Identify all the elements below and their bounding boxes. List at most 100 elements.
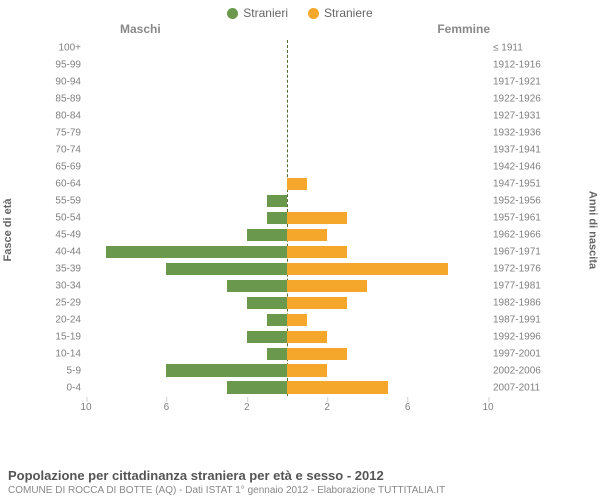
pyramid-row: 80-841927-1931 <box>86 108 488 125</box>
y-axis-right-label: Anni di nascita <box>586 191 598 269</box>
pyramid-row: 5-92002-2006 <box>86 362 488 379</box>
birth-label: 1912-1916 <box>488 60 541 71</box>
birth-label: 2002-2006 <box>488 365 541 376</box>
bar-male <box>247 229 287 241</box>
bar-male <box>106 246 287 258</box>
x-tick: 10 <box>482 402 493 413</box>
legend-female: Straniere <box>308 6 373 20</box>
pyramid-row: 70-741937-1941 <box>86 142 488 159</box>
age-label: 60-64 <box>55 179 86 190</box>
birth-label: 2007-2011 <box>488 382 540 393</box>
pyramid-row: 30-341977-1981 <box>86 277 488 294</box>
age-label: 25-29 <box>55 297 86 308</box>
subtitle-right: Femmine <box>437 22 490 36</box>
birth-label: 1992-1996 <box>488 331 541 342</box>
legend-male-label: Stranieri <box>243 6 288 20</box>
pyramid-row: 60-641947-1951 <box>86 176 488 193</box>
x-tick: 2 <box>244 402 250 413</box>
birth-label: ≤ 1911 <box>488 43 523 54</box>
pyramid-row: 65-691942-1946 <box>86 159 488 176</box>
birth-label: 1997-2001 <box>488 348 541 359</box>
bar-female <box>287 331 327 343</box>
birth-label: 1967-1971 <box>488 246 541 257</box>
age-label: 95-99 <box>55 60 86 71</box>
age-label: 0-4 <box>67 382 86 393</box>
birth-label: 1917-1921 <box>488 77 541 88</box>
pyramid-row: 75-791932-1936 <box>86 125 488 142</box>
age-label: 20-24 <box>55 314 86 325</box>
y-axis-left-label: Fasce di età <box>2 199 14 262</box>
bar-male <box>267 348 287 360</box>
age-label: 80-84 <box>55 111 86 122</box>
age-label: 15-19 <box>55 331 86 342</box>
pyramid-row: 10-141997-2001 <box>86 345 488 362</box>
birth-label: 1937-1941 <box>488 145 541 156</box>
birth-label: 1972-1976 <box>488 263 541 274</box>
x-tick: 10 <box>80 402 91 413</box>
chart-area: Fasce di età Anni di nascita 100+≤ 19119… <box>50 40 540 420</box>
bar-male <box>247 331 287 343</box>
age-label: 65-69 <box>55 162 86 173</box>
pyramid-row: 25-291982-1986 <box>86 294 488 311</box>
bar-male <box>247 297 287 309</box>
pyramid-row: 35-391972-1976 <box>86 260 488 277</box>
bar-female <box>287 280 367 292</box>
age-label: 100+ <box>58 43 86 54</box>
age-label: 5-9 <box>67 365 86 376</box>
pyramid-row: 95-991912-1916 <box>86 57 488 74</box>
age-label: 85-89 <box>55 94 86 105</box>
pyramid-row: 20-241987-1991 <box>86 311 488 328</box>
subtitle-left: Maschi <box>120 22 161 36</box>
legend-male: Stranieri <box>227 6 288 20</box>
x-tick: 6 <box>405 402 411 413</box>
footer-title: Popolazione per cittadinanza straniera p… <box>8 468 592 483</box>
age-label: 40-44 <box>55 246 86 257</box>
bar-female <box>287 263 448 275</box>
age-label: 10-14 <box>55 348 86 359</box>
bar-male <box>227 280 287 292</box>
birth-label: 1987-1991 <box>488 314 541 325</box>
legend: Stranieri Straniere <box>0 0 600 20</box>
bar-female <box>287 364 327 376</box>
birth-label: 1962-1966 <box>488 229 541 240</box>
age-label: 30-34 <box>55 280 86 291</box>
birth-label: 1982-1986 <box>488 297 541 308</box>
x-axis-ticks: 10622610 <box>86 400 488 420</box>
bar-female <box>287 178 307 190</box>
pyramid-row: 100+≤ 1911 <box>86 40 488 57</box>
bar-female <box>287 314 307 326</box>
birth-label: 1947-1951 <box>488 179 541 190</box>
legend-female-swatch <box>308 8 319 19</box>
pyramid-row: 90-941917-1921 <box>86 74 488 91</box>
age-label: 55-59 <box>55 196 86 207</box>
age-label: 90-94 <box>55 77 86 88</box>
bar-female <box>287 212 347 224</box>
footer-subtitle: COMUNE DI ROCCA DI BOTTE (AQ) - Dati IST… <box>8 485 592 496</box>
bar-male <box>227 381 287 393</box>
bar-male <box>267 195 287 207</box>
bar-female <box>287 297 347 309</box>
bar-male <box>166 263 287 275</box>
birth-label: 1942-1946 <box>488 162 541 173</box>
birth-label: 1957-1961 <box>488 212 541 223</box>
x-tick: 6 <box>164 402 170 413</box>
bar-male <box>166 364 287 376</box>
subtitles: Maschi Femmine <box>0 20 600 36</box>
birth-label: 1977-1981 <box>488 280 541 291</box>
bar-male <box>267 314 287 326</box>
bar-male <box>267 212 287 224</box>
bar-female <box>287 246 347 258</box>
age-label: 75-79 <box>55 128 86 139</box>
plot: 100+≤ 191195-991912-191690-941917-192185… <box>86 40 488 396</box>
bar-female <box>287 229 327 241</box>
age-label: 35-39 <box>55 263 86 274</box>
birth-label: 1922-1926 <box>488 94 541 105</box>
pyramid-row: 50-541957-1961 <box>86 210 488 227</box>
pyramid-row: 85-891922-1926 <box>86 91 488 108</box>
age-label: 70-74 <box>55 145 86 156</box>
pyramid-row: 55-591952-1956 <box>86 193 488 210</box>
pyramid-row: 0-42007-2011 <box>86 379 488 396</box>
x-tick: 2 <box>324 402 330 413</box>
bar-female <box>287 348 347 360</box>
birth-label: 1932-1936 <box>488 128 541 139</box>
